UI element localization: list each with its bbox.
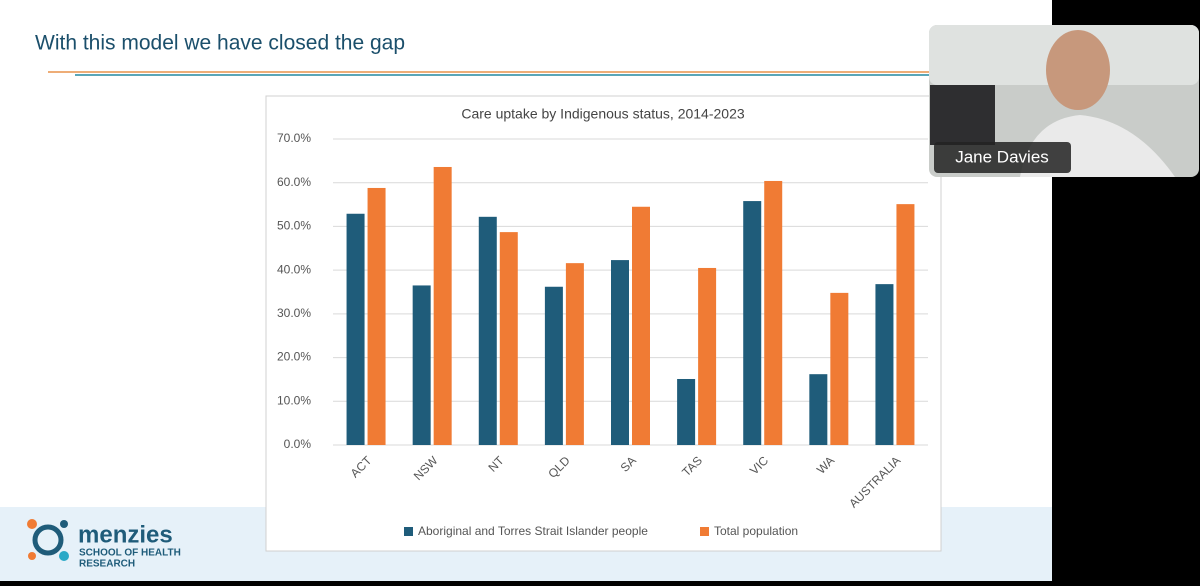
logo-icon — [60, 520, 68, 528]
y-tick-label: 20.0% — [277, 350, 311, 364]
name-tag — [934, 142, 1071, 173]
y-tick-label: 60.0% — [277, 175, 311, 189]
bar — [433, 166, 452, 445]
legend-swatch — [404, 527, 413, 536]
legend-swatch — [700, 527, 709, 536]
logo-icon — [32, 524, 64, 556]
bar — [764, 180, 783, 446]
logo-icon — [59, 551, 69, 561]
logo-name: menzies — [78, 521, 173, 548]
logo-icon — [28, 552, 36, 560]
bar — [809, 374, 828, 445]
y-tick-label: 70.0% — [277, 131, 311, 145]
bar — [478, 216, 497, 445]
logo-subtitle: RESEARCH — [79, 559, 135, 570]
y-tick-label: 0.0% — [284, 437, 312, 451]
y-tick-label: 30.0% — [277, 306, 311, 320]
logo: menzies SCHOOL OF HEALTH RESEARCH — [27, 519, 181, 570]
bar — [632, 206, 650, 445]
legend-label: Aboriginal and Torres Strait Islander pe… — [418, 524, 648, 538]
y-tick-label: 40.0% — [277, 262, 311, 276]
bar — [698, 267, 717, 445]
bar — [499, 232, 518, 445]
bar — [544, 286, 563, 445]
participant-name: Jane Davies — [955, 147, 1049, 166]
bar — [743, 201, 762, 445]
video-chair — [930, 85, 995, 145]
legend-label: Total population — [714, 524, 798, 538]
bar — [412, 285, 431, 445]
bar — [830, 292, 849, 445]
bar — [346, 213, 365, 445]
logo-icon — [27, 519, 37, 529]
bar — [875, 284, 894, 445]
slide-title: With this model we have closed the gap — [35, 32, 405, 55]
bar — [677, 378, 696, 445]
y-tick-label: 50.0% — [277, 219, 311, 233]
chart-title: Care uptake by Indigenous status, 2014-2… — [461, 106, 745, 122]
bar — [367, 187, 386, 445]
bar — [565, 263, 584, 445]
video-person — [1046, 30, 1110, 110]
logo-subtitle: SCHOOL OF HEALTH — [79, 548, 181, 559]
bar — [611, 260, 629, 445]
webcam-tile[interactable]: Jane Davies — [929, 25, 1199, 177]
y-tick-label: 10.0% — [277, 393, 311, 407]
bar — [896, 204, 915, 445]
